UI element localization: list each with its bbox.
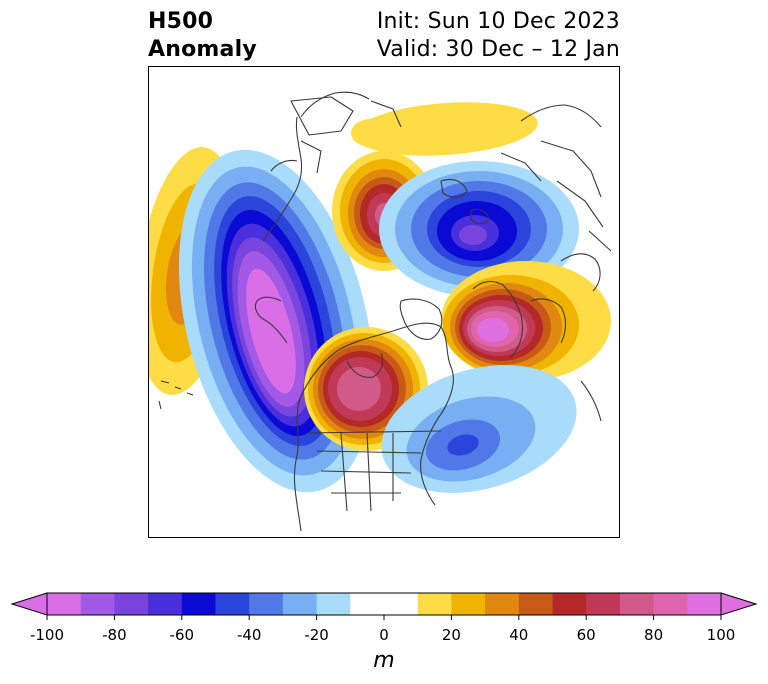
colorbar-tick-label: -40	[236, 626, 262, 644]
map-title: H500 Anomaly	[148, 8, 257, 64]
colorbar-extend-min	[10, 592, 48, 616]
map-frame	[148, 66, 620, 538]
colorbar-segment	[518, 593, 553, 615]
colorbar-segment	[619, 593, 654, 615]
colorbar-segment	[451, 593, 486, 615]
colorbar-segment	[417, 593, 452, 615]
colorbar-segment	[148, 593, 183, 615]
colorbar-segment	[687, 593, 722, 615]
colorbar-tick-label: -60	[169, 626, 195, 644]
colorbar-tick-label: -100	[29, 626, 65, 644]
colorbar-segment	[485, 593, 520, 615]
colorbar-segment	[114, 593, 149, 615]
valid-date-label: Valid: 30 Dec – 12 Jan	[376, 37, 620, 62]
colorbar-tick-label: 60	[576, 626, 596, 644]
ridge-scandinavia	[441, 261, 611, 381]
colorbar-tick-label: 0	[379, 626, 389, 644]
title-line-1: H500	[148, 9, 214, 34]
colorbar-segment	[47, 593, 82, 615]
colorbar-tick-label: -80	[102, 626, 127, 644]
colorbar: -100 -80 -60 -40 -20 0 20 40 60 80 100 m	[0, 580, 768, 680]
colorbar-segment	[316, 593, 351, 615]
colorbar-segment	[215, 593, 250, 615]
colorbar-segment	[282, 593, 317, 615]
colorbar-tick-label: -20	[304, 626, 329, 644]
init-date-label: Init: Sun 10 Dec 2023	[376, 9, 620, 34]
colorbar-segment	[249, 593, 284, 615]
colorbar-segment	[586, 593, 621, 615]
title-line-2: Anomaly	[148, 37, 257, 62]
colorbar-segment	[80, 593, 115, 615]
date-info: Init: Sun 10 Dec 2023 Valid: 30 Dec – 12…	[377, 8, 620, 64]
coastlines	[158, 91, 612, 532]
colorbar-tick-label: 100	[706, 626, 736, 644]
colorbar-graphic	[10, 592, 758, 620]
colorbar-extend-max	[720, 592, 758, 616]
colorbar-unit-label: m	[373, 648, 395, 673]
anomaly-map	[149, 67, 619, 537]
colorbar-tick-label: 20	[441, 626, 461, 644]
colorbar-segment	[350, 593, 385, 615]
colorbar-segment	[653, 593, 688, 615]
colorbar-segment	[552, 593, 587, 615]
colorbar-tick-label: 40	[509, 626, 529, 644]
colorbar-tick-label: 80	[644, 626, 664, 644]
colorbar-segment	[181, 593, 216, 615]
ridge-arctic-band	[351, 102, 538, 156]
colorbar-segment	[384, 593, 419, 615]
